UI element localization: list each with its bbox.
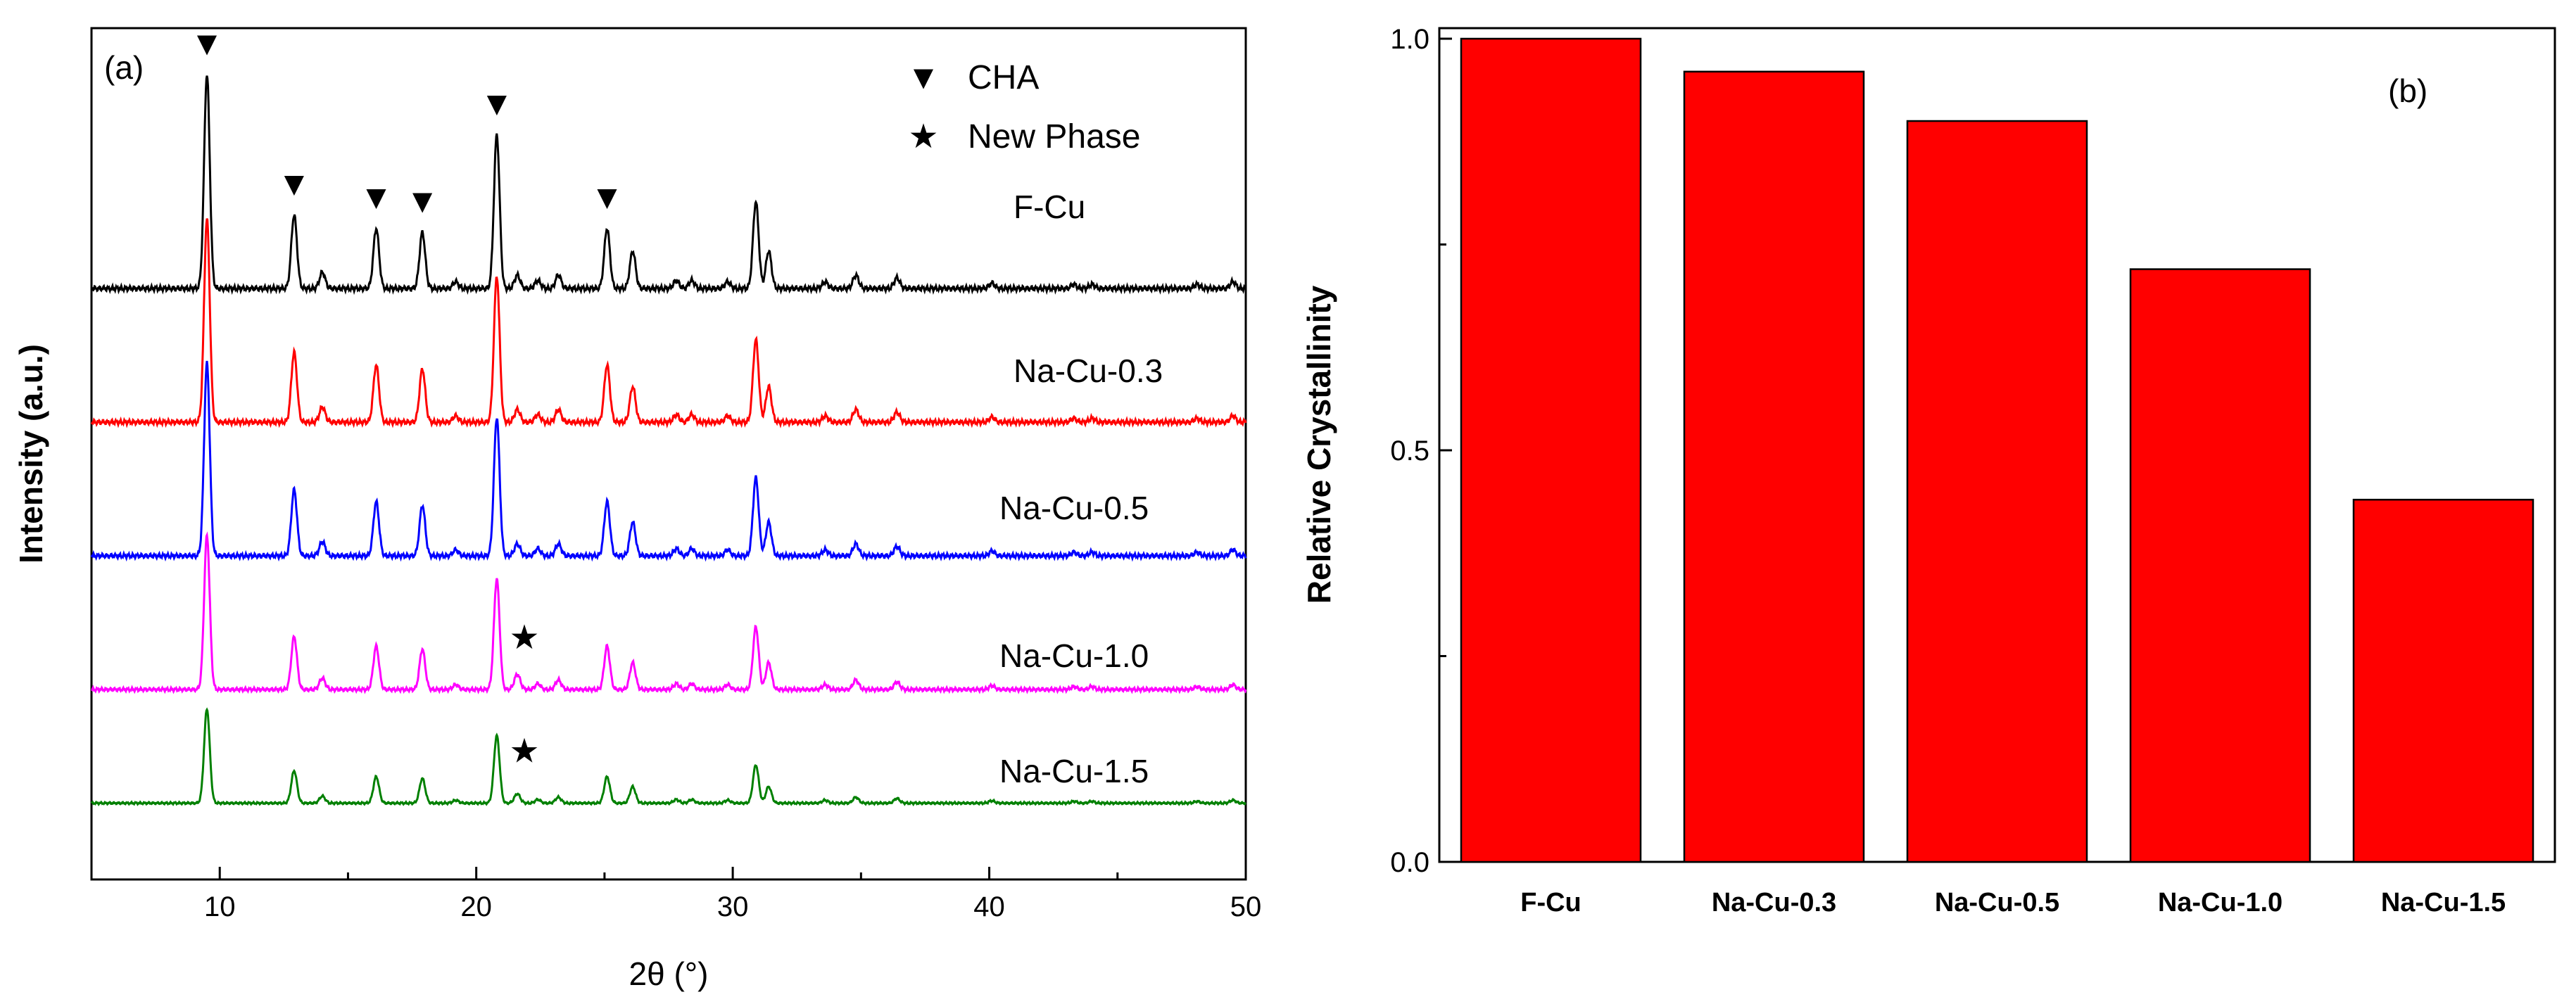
cha-marker-icon: ▼	[360, 179, 393, 217]
crystallinity-bar	[1683, 70, 1865, 863]
bar-category-label: Na-Cu-1.5	[2381, 888, 2506, 917]
series-label-na-cu-1.0: Na-Cu-1.0	[999, 637, 1149, 674]
legend-new-phase-label: New Phase	[968, 118, 1140, 155]
xrd-legend: ▼ CHA ★ New Phase	[907, 59, 1140, 155]
xrd-plot-frame	[90, 27, 1247, 881]
bar-y-tick-label: 0.0	[1390, 847, 1429, 878]
xrd-series-labels: F-Cu Na-Cu-0.3 Na-Cu-0.5 Na-Cu-1.0 Na-Cu…	[999, 189, 1163, 789]
xrd-x-tick-label: 10	[204, 891, 236, 922]
new-phase-markers: ★★	[509, 619, 539, 770]
xrd-panel: ▼▼ ▼ ▼▼▼ ★★ 10 20 30 40 50 (a) ▼ CHA ★ New Pha…	[13, 25, 1261, 992]
xrd-x-ticks: 10 20 30 40 50	[90, 867, 1262, 922]
new-phase-marker-icon: ★	[509, 619, 539, 656]
panel-label-a: (a)	[104, 49, 144, 86]
xrd-curve-na-cu-1.0	[91, 531, 1247, 694]
xrd-x-tick-label: 40	[973, 891, 1005, 922]
crystallinity-bar	[1906, 120, 2088, 863]
series-label-f-cu: F-Cu	[1014, 189, 1085, 225]
legend-new-phase-icon: ★	[908, 118, 938, 155]
crystallinity-bars	[1460, 37, 2534, 863]
crystallinity-panel: 0.0 0.5 1.0 F-Cu Na-Cu-0.3 Na-Cu-0.5 Na-Cu-1.…	[1301, 24, 2556, 917]
panel-label-b: (b)	[2388, 72, 2427, 109]
xrd-curve-na-cu-0.3	[90, 218, 1247, 429]
xrd-curve-na-cu-0.5	[90, 360, 1247, 562]
series-label-na-cu-0.3: Na-Cu-0.3	[1014, 352, 1163, 389]
xrd-x-tick-label: 20	[460, 891, 492, 922]
cha-marker-icon: ▼	[591, 179, 624, 217]
bar-y-tick-label: 1.0	[1390, 24, 1429, 55]
xrd-x-tick-label: 30	[717, 891, 749, 922]
crystallinity-bar	[1460, 37, 1642, 863]
cha-marker-icon: ▼	[405, 183, 439, 220]
cha-markers: ▼ ▼ ▼ ▼ ▼ ▼	[190, 25, 624, 220]
xrd-x-tick-label: 50	[1230, 891, 1262, 922]
series-label-na-cu-1.5: Na-Cu-1.5	[999, 753, 1149, 789]
xrd-curve-na-cu-1.5	[90, 707, 1246, 807]
cha-marker-icon: ▼	[277, 166, 311, 203]
new-phase-marker-icon: ★	[509, 733, 539, 770]
cha-marker-icon: ▼	[190, 25, 224, 63]
crystallinity-bar	[2352, 498, 2534, 863]
bar-y-ticks: 0.0 0.5 1.0	[1390, 24, 1452, 878]
crystallinity-bar	[2129, 268, 2311, 863]
bar-category-label: F-Cu	[1520, 888, 1581, 917]
xrd-curves	[90, 75, 1247, 807]
xrd-curve-f-cu	[90, 75, 1247, 296]
bar-y-tick-label: 0.5	[1390, 436, 1429, 466]
series-label-na-cu-0.5: Na-Cu-0.5	[999, 490, 1149, 526]
legend-cha-icon: ▼	[907, 59, 940, 96]
xrd-y-axis-title: Intensity (a.u.)	[13, 344, 49, 564]
bar-category-label: Na-Cu-1.0	[2158, 888, 2283, 917]
xrd-x-axis-title: 2θ (°)	[629, 955, 709, 992]
bar-x-labels: F-Cu Na-Cu-0.3 Na-Cu-0.5 Na-Cu-1.0 Na-Cu-1.5	[1520, 888, 2506, 917]
legend-cha-label: CHA	[968, 59, 1039, 96]
bar-y-axis-title: Relative Crystallinity	[1301, 285, 1337, 604]
cha-marker-icon: ▼	[480, 86, 514, 123]
bar-category-label: Na-Cu-0.5	[1935, 888, 2059, 917]
bar-category-label: Na-Cu-0.3	[1712, 888, 1836, 917]
